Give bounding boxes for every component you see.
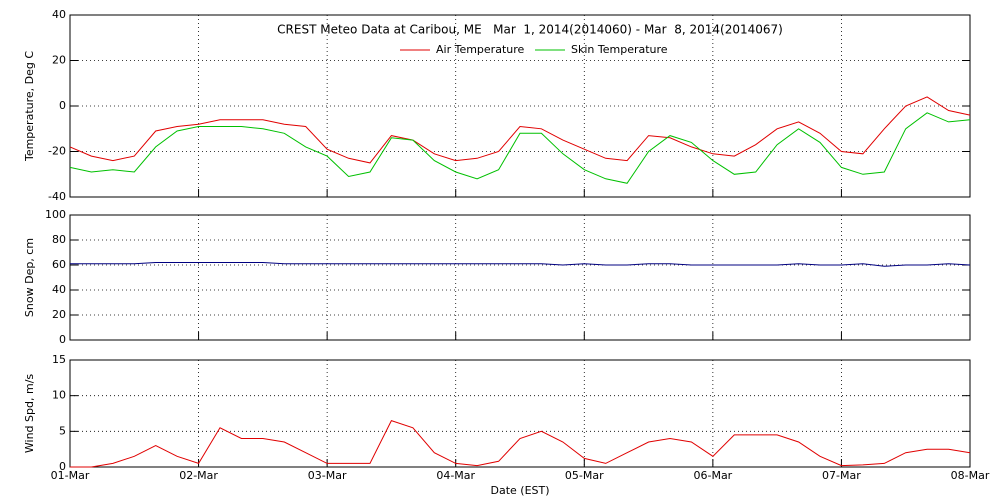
x-tick-label: 03-Mar xyxy=(308,469,347,482)
plot-frame xyxy=(69,14,971,198)
y-tick-label: 20 xyxy=(52,308,66,321)
x-tick-label: 05-Mar xyxy=(565,469,604,482)
y-tick-label: -20 xyxy=(48,145,66,158)
y-tick-label: -40 xyxy=(48,190,66,203)
x-tick-label: 08-Mar xyxy=(951,469,990,482)
y-axis-label: Snow Dep, cm xyxy=(23,238,36,317)
y-tick-label: 60 xyxy=(52,258,66,271)
y-tick-label: 80 xyxy=(52,233,66,246)
y-tick-label: 100 xyxy=(45,208,66,221)
y-tick-label: 0 xyxy=(59,99,66,112)
y-tick-label: 10 xyxy=(52,389,66,402)
data-line xyxy=(70,262,971,267)
data-line xyxy=(69,96,971,164)
y-tick-label: 15 xyxy=(52,353,66,366)
legend-label: Air Temperature xyxy=(436,43,525,56)
y-tick-label: 5 xyxy=(59,424,66,437)
y-axis-label: Wind Spd, m/s xyxy=(23,374,36,454)
x-tick-label: 01-Mar xyxy=(51,469,90,482)
data-line xyxy=(69,112,971,184)
x-tick-label: 02-Mar xyxy=(179,469,218,482)
y-tick-label: 20 xyxy=(52,54,66,67)
x-tick-label: 04-Mar xyxy=(436,469,475,482)
legend-label: Skin Temperature xyxy=(571,43,668,56)
x-tick-label: 07-Mar xyxy=(822,469,861,482)
y-tick-label: 0 xyxy=(59,460,66,473)
y-tick-label: 40 xyxy=(52,283,66,296)
data-line xyxy=(70,419,971,468)
x-tick-label: 06-Mar xyxy=(693,469,732,482)
chart-title: CREST Meteo Data at Caribou, ME Mar 1, 2… xyxy=(277,23,783,37)
y-tick-label: 40 xyxy=(52,8,66,21)
plot-frame xyxy=(69,214,971,341)
y-tick-label: 0 xyxy=(59,333,66,346)
plot-frame xyxy=(69,359,971,468)
x-axis-label: Date (EST) xyxy=(490,484,549,497)
y-axis-label: Temperature, Deg C xyxy=(23,51,36,162)
